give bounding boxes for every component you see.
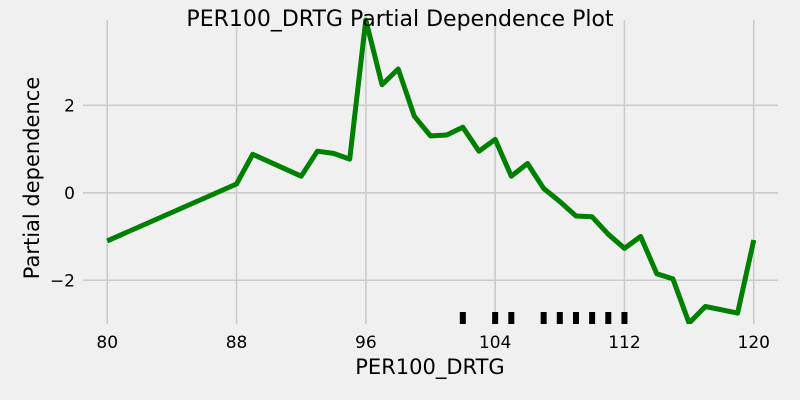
x-tick-label: 88 [226, 333, 248, 353]
y-tick-label: 0 [64, 184, 75, 204]
x-tick-label: 104 [479, 333, 511, 353]
rug-marks [459, 312, 628, 324]
x-tick-label: 80 [96, 333, 118, 353]
y-tick-labels: −2 0 2 [50, 96, 75, 291]
x-axis-label: PER100_DRTG [355, 355, 504, 380]
x-tick-label: 120 [738, 333, 770, 353]
x-tick-label: 96 [355, 333, 377, 353]
x-tick-labels: 80 88 96 104 112 120 [96, 333, 770, 353]
y-tick-label: 2 [64, 96, 75, 116]
series-line [106, 17, 757, 324]
series-layer [106, 17, 757, 324]
y-tick-label: −2 [50, 271, 75, 291]
y-axis-label: Partial dependence [20, 77, 44, 280]
grid-lines [83, 20, 778, 324]
chart-title: PER100_DRTG Partial Dependence Plot [186, 7, 614, 32]
x-tick-label: 112 [608, 333, 640, 353]
